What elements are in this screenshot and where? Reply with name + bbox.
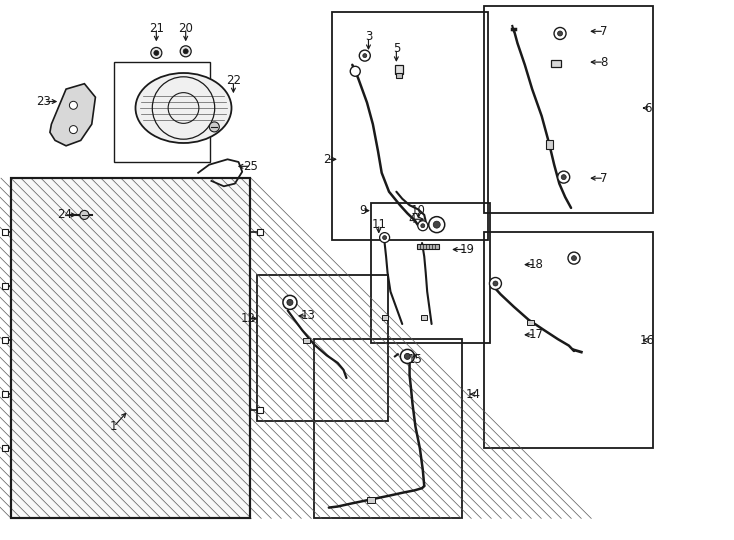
Circle shape xyxy=(360,50,370,61)
Circle shape xyxy=(350,66,360,76)
Text: 8: 8 xyxy=(600,56,608,69)
Bar xyxy=(11,178,250,518)
Text: 6: 6 xyxy=(644,102,651,114)
Circle shape xyxy=(554,28,566,39)
Bar xyxy=(2,337,8,343)
Circle shape xyxy=(379,233,390,242)
Text: 10: 10 xyxy=(411,204,426,217)
Circle shape xyxy=(558,31,562,36)
Circle shape xyxy=(490,278,501,289)
Bar xyxy=(257,229,263,235)
Text: 23: 23 xyxy=(37,95,51,108)
Text: 13: 13 xyxy=(301,309,316,322)
Polygon shape xyxy=(50,84,95,146)
Text: 3: 3 xyxy=(365,30,372,43)
Text: 15: 15 xyxy=(407,353,422,366)
Circle shape xyxy=(562,174,566,180)
Bar xyxy=(2,229,8,235)
Bar xyxy=(2,391,8,397)
Circle shape xyxy=(70,102,77,109)
Circle shape xyxy=(418,221,428,231)
Circle shape xyxy=(404,353,410,360)
Text: 11: 11 xyxy=(371,218,386,231)
Circle shape xyxy=(421,224,425,228)
Circle shape xyxy=(572,255,576,261)
Circle shape xyxy=(363,53,367,58)
Circle shape xyxy=(493,281,498,286)
Text: 21: 21 xyxy=(149,22,164,35)
Bar xyxy=(257,407,263,414)
Circle shape xyxy=(151,48,161,58)
Ellipse shape xyxy=(136,73,231,143)
Bar xyxy=(2,445,8,451)
Circle shape xyxy=(568,252,580,264)
Text: 9: 9 xyxy=(359,204,366,217)
Text: 4: 4 xyxy=(409,213,416,226)
Circle shape xyxy=(154,50,159,56)
Circle shape xyxy=(429,217,445,233)
Bar xyxy=(484,232,653,448)
Circle shape xyxy=(184,49,188,54)
Text: 19: 19 xyxy=(459,243,474,256)
Bar xyxy=(371,202,490,343)
Text: 14: 14 xyxy=(466,388,481,401)
Text: 7: 7 xyxy=(600,25,608,38)
Circle shape xyxy=(382,235,387,240)
Text: 18: 18 xyxy=(528,258,543,271)
Bar xyxy=(421,315,427,320)
Bar xyxy=(257,275,388,421)
Bar xyxy=(114,62,210,162)
Text: 20: 20 xyxy=(178,22,193,35)
Text: 12: 12 xyxy=(241,312,255,325)
Bar xyxy=(11,178,250,518)
Circle shape xyxy=(400,349,415,363)
Bar xyxy=(395,65,402,73)
Bar xyxy=(396,73,401,78)
Bar xyxy=(545,140,553,149)
Bar xyxy=(527,320,534,326)
Text: 17: 17 xyxy=(528,328,543,341)
Text: 25: 25 xyxy=(244,160,258,173)
Circle shape xyxy=(558,171,570,183)
Circle shape xyxy=(283,295,297,309)
Text: 24: 24 xyxy=(57,208,72,221)
Bar xyxy=(314,339,462,518)
Text: 7: 7 xyxy=(600,172,608,185)
Text: 22: 22 xyxy=(226,75,241,87)
Polygon shape xyxy=(417,244,439,249)
Circle shape xyxy=(209,122,219,132)
Circle shape xyxy=(70,126,77,133)
Text: 16: 16 xyxy=(640,334,655,347)
Circle shape xyxy=(80,211,89,219)
Circle shape xyxy=(287,299,293,306)
Bar xyxy=(332,12,488,240)
Text: 1: 1 xyxy=(110,420,117,433)
Circle shape xyxy=(181,46,191,57)
Bar xyxy=(367,496,374,503)
Text: 2: 2 xyxy=(323,153,330,166)
Bar xyxy=(551,60,562,67)
Circle shape xyxy=(433,221,440,228)
Text: 5: 5 xyxy=(393,42,400,55)
Bar xyxy=(2,283,8,289)
Bar xyxy=(382,315,388,320)
Bar xyxy=(484,6,653,213)
Bar xyxy=(303,338,310,343)
